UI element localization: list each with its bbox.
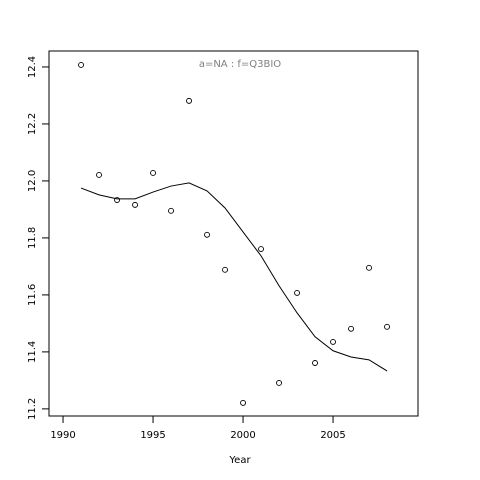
data-point (114, 197, 120, 203)
data-point (132, 201, 138, 208)
y-tick-label: 12.2 (27, 113, 38, 135)
data-point (240, 399, 246, 406)
y-tick-label: 11.4 (27, 341, 38, 363)
data-point (150, 170, 156, 176)
data-point (222, 266, 228, 273)
y-tick-label: 11.6 (27, 284, 38, 306)
data-point (186, 97, 192, 104)
y-tick-label: 11.8 (27, 227, 38, 249)
y-tick-label: 12.0 (27, 170, 38, 192)
data-point (276, 379, 282, 386)
data-point (330, 338, 336, 345)
x-axis-label: Year (228, 455, 251, 466)
data-point (312, 360, 318, 366)
chart-title: a=NA : f=Q3BIO (199, 59, 281, 70)
data-point (96, 171, 102, 178)
data-point (204, 231, 210, 238)
y-tick-label: 12.4 (27, 56, 38, 78)
data-point (348, 325, 354, 332)
x-tick-label: 1990 (50, 430, 75, 441)
x-tick-label: 1995 (140, 430, 165, 441)
smooth-line (80, 182, 388, 372)
x-tick-label: 2005 (320, 430, 345, 441)
y-tick-label: 11.2 (27, 398, 38, 420)
data-point (258, 246, 264, 252)
x-tick-label: 2000 (230, 430, 255, 441)
data-point (78, 62, 84, 68)
data-point (384, 323, 390, 330)
data-point (366, 264, 372, 271)
data-point (294, 289, 300, 296)
data-point (168, 207, 174, 214)
